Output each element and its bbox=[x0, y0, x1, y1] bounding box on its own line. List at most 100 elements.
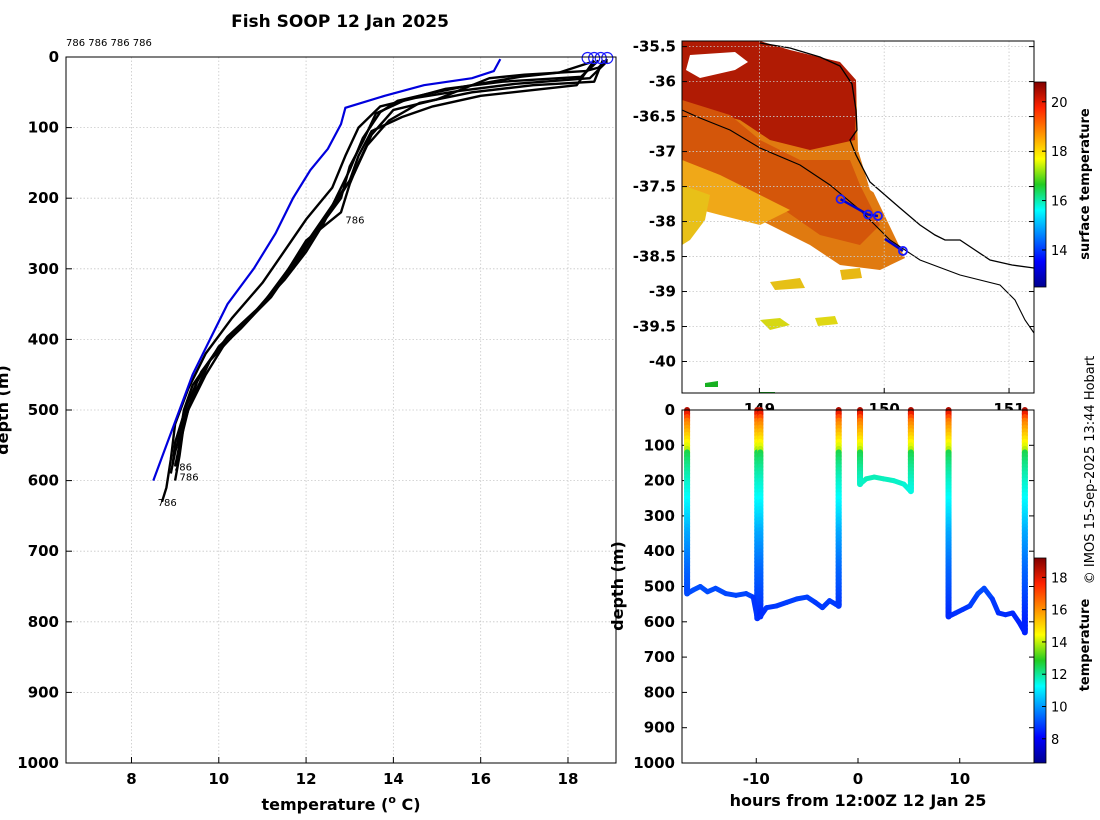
cast-bottom-segment bbox=[833, 601, 842, 609]
section-y-tick-label: 500 bbox=[644, 578, 675, 596]
map-lat-tick-label: -40 bbox=[649, 353, 676, 371]
profile-y-tick-label: 900 bbox=[28, 683, 59, 701]
section-x-ticks: -10 0 10 bbox=[743, 758, 970, 788]
surface-marker bbox=[588, 51, 601, 65]
shelf-contour bbox=[682, 109, 1034, 334]
sst-colorbar-tick-label: 20 bbox=[1051, 96, 1068, 111]
profile-y-tick-label: 800 bbox=[28, 613, 59, 631]
section-y-tick-label: 800 bbox=[644, 683, 675, 701]
sst-colorbar-tick-label: 14 bbox=[1051, 244, 1068, 259]
sst-patch-green bbox=[705, 381, 718, 387]
sst-mid-band bbox=[682, 100, 880, 245]
y-axis-label: depth (m) bbox=[0, 365, 12, 455]
profile-y-tick-label: 500 bbox=[28, 401, 59, 419]
profile-y-tick-label: 400 bbox=[28, 330, 59, 348]
cast-bottom-segment bbox=[1016, 619, 1028, 635]
drop-label: 786 bbox=[179, 472, 198, 483]
temperature-colorbar-label: temperature bbox=[1078, 599, 1093, 692]
temperature-colorbar bbox=[1033, 557, 1047, 764]
coastline bbox=[759, 42, 1034, 269]
profile-drop-line bbox=[171, 61, 591, 464]
section-y-tick-label: 0 bbox=[665, 401, 675, 419]
station-marker bbox=[863, 209, 873, 220]
ship-track bbox=[835, 194, 908, 256]
cast-bottom-segment bbox=[906, 486, 914, 494]
climatology-line bbox=[152, 58, 502, 481]
section-y-tick-label: 200 bbox=[644, 472, 675, 490]
sst-field bbox=[682, 41, 1034, 393]
surface-marker bbox=[581, 51, 594, 65]
section-y-tick-label: 900 bbox=[644, 719, 675, 737]
section-y-axis-label: depth (m) bbox=[608, 541, 627, 631]
profile-y-tick-label: 1000 bbox=[17, 754, 59, 772]
sst-colorbar-label: surface temperature bbox=[1078, 108, 1093, 260]
profile-series bbox=[152, 51, 614, 503]
map-lat-tick-label: -37 bbox=[649, 143, 676, 161]
section-x-tick-label: 10 bbox=[949, 770, 970, 788]
drop-label: 786 bbox=[345, 215, 364, 226]
section-y-tick-label: 300 bbox=[644, 507, 675, 525]
cast-bottom-segment bbox=[989, 596, 1001, 616]
map-lat-tick-label: -39.5 bbox=[633, 318, 676, 336]
drop-label: 786 bbox=[173, 462, 192, 473]
map-lat-tick-label: -38 bbox=[649, 213, 676, 231]
temperature-colorbar-ticks: 8 10 12 14 16 18 bbox=[1042, 571, 1068, 748]
section-y-tick-label: 400 bbox=[644, 542, 675, 560]
map-lat-tick-label: -39 bbox=[649, 283, 676, 301]
section-y-tick-label: 700 bbox=[644, 648, 675, 666]
sst-cool-edge bbox=[682, 160, 790, 225]
profile-x-tick-label: 14 bbox=[383, 770, 404, 788]
profile-x-tick-label: 8 bbox=[126, 770, 136, 788]
temperature-colorbar-tick-label: 14 bbox=[1051, 636, 1068, 651]
map-lat-tick-label: -36 bbox=[649, 73, 676, 91]
profile-y-tick-label: 300 bbox=[28, 260, 59, 278]
cast-bottom-segment bbox=[750, 594, 760, 621]
credit-text: © IMOS 15-Sep-2025 13:44 Hobart bbox=[1083, 356, 1098, 584]
map-panel: -35.5 -36 -36.5 -37 -37.5 -38 -38.5 -39 -39.5 -40… bbox=[633, 38, 1093, 418]
profile-drop-line bbox=[176, 59, 596, 467]
profile-y-tick-label: 0 bbox=[49, 48, 59, 66]
sst-yellow-patch bbox=[682, 185, 710, 245]
sst-patch-mid bbox=[770, 278, 805, 290]
section-x-tick-label: 0 bbox=[853, 770, 863, 788]
section-y-ticks: 0 100 200 300 400 500 600 700 800 900 1000 bbox=[633, 401, 1034, 772]
station-marker bbox=[873, 211, 883, 221]
map-gridlines bbox=[682, 41, 1034, 393]
profile-drop-line bbox=[173, 58, 609, 467]
map-lat-tick-label: -38.5 bbox=[633, 248, 676, 266]
profile-y-tick-label: 200 bbox=[28, 189, 59, 207]
profile-y-ticks: 0 100 200 300 400 500 600 700 800 900 1000 bbox=[17, 48, 72, 772]
sst-patch-south bbox=[760, 318, 790, 330]
top-drop-labels: 786 786 786 786 bbox=[66, 38, 152, 49]
sst-patch-south-2 bbox=[815, 316, 838, 326]
temperature-colorbar-tick-label: 12 bbox=[1051, 668, 1068, 683]
profile-x-tick-label: 18 bbox=[558, 770, 579, 788]
section-y-tick-label: 600 bbox=[644, 613, 675, 631]
chart-title: Fish SOOP 12 Jan 2025 bbox=[231, 12, 449, 32]
station-marker bbox=[898, 246, 908, 256]
profile-x-tick-label: 12 bbox=[296, 770, 317, 788]
sst-colorbar-tick-label: 16 bbox=[1051, 195, 1068, 210]
temperature-colorbar-tick-label: 18 bbox=[1051, 571, 1068, 586]
profile-y-tick-label: 100 bbox=[28, 119, 59, 137]
section-x-axis-label: hours from 12:00Z 12 Jan 25 bbox=[730, 791, 987, 810]
profile-y-tick-label: 700 bbox=[28, 542, 59, 560]
profile-plot-area bbox=[66, 57, 616, 763]
temperature-colorbar-tick-label: 10 bbox=[1051, 701, 1068, 716]
sst-colorbar-tick-label: 18 bbox=[1051, 145, 1068, 160]
map-lat-tick-label: -36.5 bbox=[633, 108, 676, 126]
x-axis-label: temperature (o C) bbox=[261, 793, 420, 814]
surface-marker bbox=[601, 51, 614, 65]
sst-patch-east bbox=[840, 268, 862, 280]
profile-x-ticks: 8 10 12 14 16 18 bbox=[126, 757, 578, 788]
sst-colorbar-ticks: 14 16 18 20 bbox=[1042, 96, 1068, 259]
temperature-colorbar-tick-label: 8 bbox=[1051, 733, 1059, 748]
profile-x-tick-label: 16 bbox=[470, 770, 491, 788]
map-lat-tick-label: -35.5 bbox=[633, 38, 676, 56]
drop-label: 786 bbox=[158, 498, 177, 509]
temperature-colorbar-tick-label: 16 bbox=[1051, 604, 1068, 619]
map-lat-tick-label: -37.5 bbox=[633, 178, 676, 196]
station-marker bbox=[835, 194, 846, 205]
